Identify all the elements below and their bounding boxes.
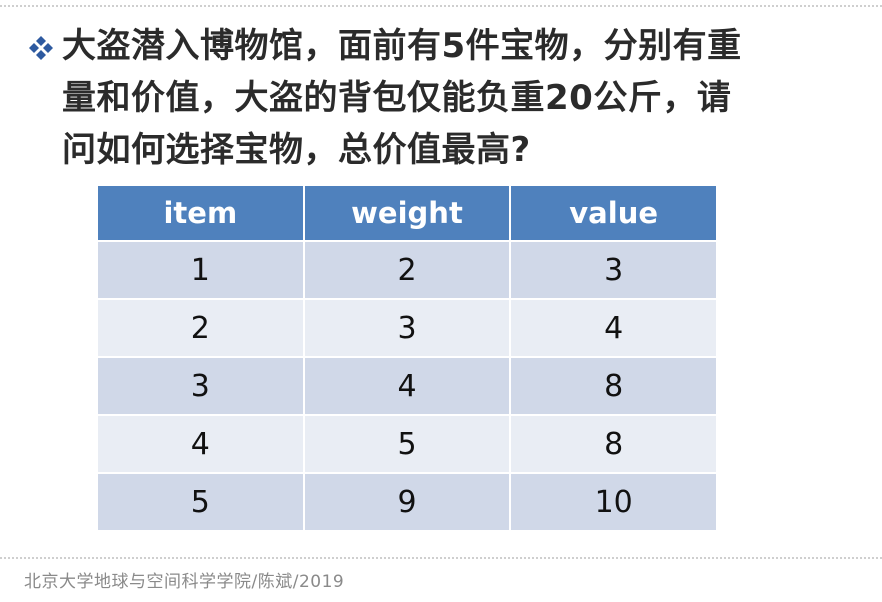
table-row: 4 5 8: [96, 414, 718, 474]
cell-value: 8: [509, 414, 718, 474]
table-header-row: item weight value: [96, 184, 718, 242]
cell-item: 1: [96, 240, 305, 300]
table-row: 3 4 8: [96, 356, 718, 416]
bottom-divider: [0, 557, 882, 559]
cell-weight: 3: [302, 298, 512, 358]
cell-item: 2: [96, 298, 305, 358]
column-header-item: item: [96, 184, 305, 242]
cell-weight: 2: [302, 240, 512, 300]
top-divider: [0, 5, 882, 7]
table-row: 2 3 4: [96, 298, 718, 358]
cell-value: 3: [509, 240, 718, 300]
cell-weight: 4: [302, 356, 512, 416]
question-text: 大盗潜入博物馆，面前有5件宝物，分别有重量和价值，大盗的背包仅能负重20公斤，请…: [62, 26, 742, 170]
cell-value: 4: [509, 298, 718, 358]
footer-credit: 北京大学地球与空间科学学院/陈斌/2019: [24, 572, 345, 592]
cell-value: 10: [509, 472, 718, 532]
table-row: 5 9 10: [96, 472, 718, 532]
cell-weight: 5: [302, 414, 512, 474]
diamond-bullet-icon: [29, 36, 53, 60]
column-header-value: value: [509, 184, 718, 242]
cell-item: 4: [96, 414, 305, 474]
table-row: 1 2 3: [96, 240, 718, 300]
column-header-weight: weight: [302, 184, 512, 242]
cell-value: 8: [509, 356, 718, 416]
items-table: item weight value 1 2 3 2 3 4 3 4 8 4 5 …: [96, 184, 718, 532]
cell-item: 3: [96, 356, 305, 416]
cell-weight: 9: [302, 472, 512, 532]
cell-item: 5: [96, 472, 305, 532]
